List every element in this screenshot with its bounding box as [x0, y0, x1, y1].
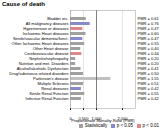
svg-text:Infective Renal Function: Infective Renal Function — [26, 96, 69, 101]
svg-text:Proportionate Mortality Ratio: Proportionate Mortality Ratio (PMR) — [71, 118, 135, 123]
svg-text:PMR = 0.42: PMR = 0.42 — [138, 96, 160, 101]
